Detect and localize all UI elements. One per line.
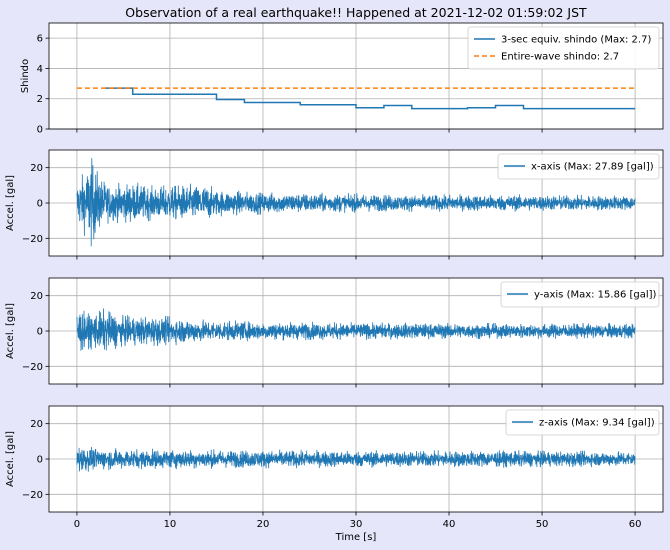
legend-label: x-axis (Max: 27.89 [gal]) <box>531 162 654 173</box>
legend-label: 3-sec equiv. shindo (Max: 2.7) <box>501 35 651 46</box>
x-tick-label: 50 <box>536 519 549 530</box>
x-tick-label: 30 <box>350 519 363 530</box>
y-tick-label: 0 <box>37 327 43 338</box>
series-waveform <box>76 158 636 247</box>
subplot-z-axis: 0 10 20 30 40 50 60 −20 0 20 Accel. [gal] Time [s] z… <box>5 405 664 543</box>
subplots: 0 2 4 6 Shindo 3-sec equiv. shindo (Max: 2.7)… <box>5 22 664 543</box>
x-tick-label: 20 <box>257 519 270 530</box>
y-tick-label: 6 <box>37 34 43 45</box>
y-axis-label: Accel. [gal] <box>5 431 16 487</box>
legend-label: Entire-wave shindo: 2.7 <box>501 52 619 63</box>
y-tick-label: 20 <box>30 419 43 430</box>
y-tick-label: 2 <box>37 94 43 105</box>
series-line-0 <box>104 87 636 110</box>
x-tick-label: 0 <box>74 519 80 530</box>
y-tick-label: −20 <box>22 490 43 501</box>
legend-box <box>505 409 660 436</box>
x-tick-label: 40 <box>443 519 456 530</box>
y-tick-label: −20 <box>22 362 43 373</box>
legend: y-axis (Max: 15.86 [gal]) <box>500 281 660 308</box>
y-axis-label: Accel. [gal] <box>5 303 16 359</box>
x-axis-label: Time [s] <box>335 532 377 543</box>
subplot-y-axis: −20 0 20 Accel. [gal] y-axis (Max: 15.86 [ga… <box>5 277 664 388</box>
series-waveform <box>76 446 636 472</box>
y-tick-label: 20 <box>30 163 43 174</box>
legend-label: y-axis (Max: 15.86 [gal]) <box>534 290 657 301</box>
legend: z-axis (Max: 9.34 [gal]) <box>505 409 660 436</box>
y-axis-label: Accel. [gal] <box>5 175 16 231</box>
series-waveform <box>76 308 636 352</box>
y-axis-label: Shindo <box>20 59 31 93</box>
legend: 3-sec equiv. shindo (Max: 2.7) Entire-wav… <box>467 26 660 70</box>
x-tick-label: 10 <box>164 519 177 530</box>
legend-box <box>467 26 660 70</box>
y-tick-label: 0 <box>37 199 43 210</box>
x-tick-label: 60 <box>629 519 642 530</box>
y-tick-label: 4 <box>37 64 43 75</box>
legend-box <box>500 281 660 308</box>
figure-title: Observation of a real earthquake!! Happe… <box>125 5 587 20</box>
legend: x-axis (Max: 27.89 [gal]) <box>497 153 660 180</box>
y-tick-label: 0 <box>37 455 43 466</box>
y-tick-label: 20 <box>30 291 43 302</box>
legend-box <box>497 153 660 180</box>
subplot-x-axis: −20 0 20 Accel. [gal] x-axis (Max: 27.89 [ga… <box>5 149 664 260</box>
legend-label: z-axis (Max: 9.34 [gal]) <box>539 418 655 429</box>
y-tick-label: −20 <box>22 234 43 245</box>
subplot-shindo: 0 2 4 6 Shindo 3-sec equiv. shindo (Max: 2.7)… <box>20 22 664 136</box>
y-tick-label: 0 <box>37 125 43 136</box>
